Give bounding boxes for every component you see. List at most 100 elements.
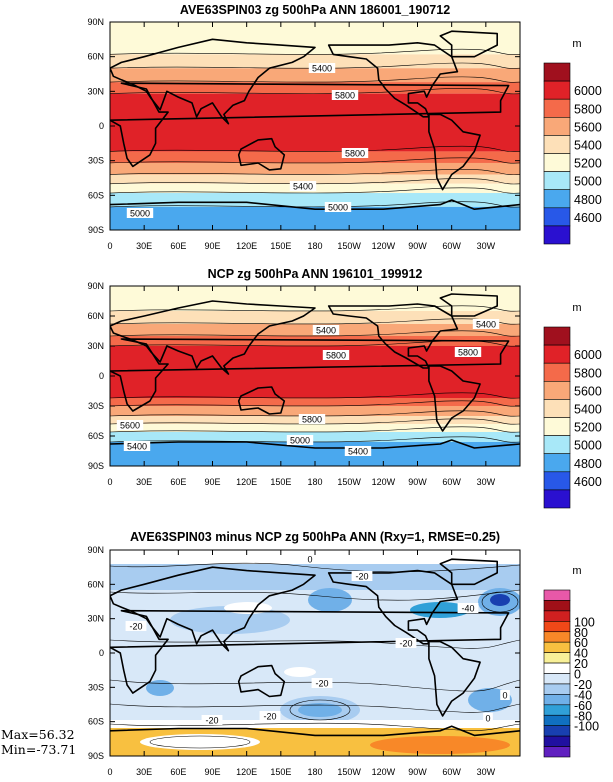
field-band — [110, 424, 520, 432]
panel-3-title: AVE63SPIN03 minus NCP zg 500hPa ANN (Rxy… — [130, 530, 500, 544]
contour-label: -20 — [129, 622, 142, 632]
colorbar-swatch — [543, 380, 571, 400]
colorbar-label: -20 — [574, 678, 592, 692]
colorbar-swatch — [543, 652, 571, 664]
x-tick-label: 30E — [136, 241, 152, 251]
contour-label-box — [308, 63, 336, 73]
panel-3-contour-lines — [110, 562, 520, 749]
contour-label-box — [201, 715, 223, 725]
x-tick-label: 60W — [442, 767, 461, 777]
panel-3-coastlines — [110, 558, 520, 737]
colorbar-label: -60 — [574, 699, 592, 713]
colorbar-label: 5800 — [574, 366, 602, 380]
y-tick-label: 60S — [88, 190, 104, 200]
field-band — [110, 93, 520, 152]
field-band — [110, 82, 520, 94]
coastline — [237, 386, 286, 415]
colorbar-label: 100 — [574, 615, 595, 629]
panel-3: AVE63SPIN03 minus NCP zg 500hPa ANN (Rxy… — [1, 530, 599, 777]
contour-line — [110, 426, 520, 433]
contour-label-box — [289, 181, 317, 191]
colorbar-swatch — [543, 471, 571, 491]
colorbar-swatch — [543, 631, 571, 643]
x-tick-label: 180 — [307, 767, 322, 777]
panel-2-title: NCP zg 500hPa ANN 196101_199912 — [208, 267, 423, 281]
colorbar-swatch — [543, 683, 571, 695]
colorbar-swatch — [543, 621, 571, 633]
x-tick-label: 180 — [307, 241, 322, 251]
x-tick-label: 150W — [337, 767, 361, 777]
colorbar-swatch — [543, 662, 571, 674]
contour-label: 5000 — [130, 209, 150, 219]
stats-min: Min=-73.71 — [1, 742, 76, 757]
y-tick-label: 30S — [88, 156, 104, 166]
colorbar-label: 5200 — [574, 157, 602, 171]
coastline — [428, 640, 481, 717]
x-tick-label: 120E — [236, 241, 257, 251]
contour-label-box — [123, 441, 151, 451]
x-tick-label: 30E — [136, 477, 152, 487]
x-tick-label: 90E — [204, 241, 220, 251]
y-tick-label: 90N — [87, 281, 104, 291]
colorbar-swatch — [543, 207, 571, 227]
coastline — [110, 725, 520, 737]
coastline — [428, 113, 481, 191]
contour-label-box — [126, 208, 154, 218]
coastline — [428, 365, 481, 432]
colorbar-label: -100 — [574, 720, 599, 734]
contour-line — [110, 410, 520, 417]
field-band — [110, 151, 520, 163]
colorbar-label: 5000 — [574, 175, 602, 189]
coastline — [110, 82, 510, 168]
colorbar-label: 5000 — [574, 439, 602, 453]
colorbar-swatch — [543, 62, 571, 82]
y-tick-label: 30N — [87, 614, 104, 624]
x-tick-label: 150E — [270, 477, 291, 487]
panel-2-unit: m — [572, 302, 581, 314]
contour-label: -40 — [461, 604, 474, 614]
x-tick-label: 90W — [408, 477, 427, 487]
contour-label-box — [454, 347, 482, 357]
coastline — [110, 609, 510, 694]
x-tick-label: 30W — [477, 767, 496, 777]
x-tick-label: 120W — [372, 241, 396, 251]
field-band — [110, 174, 520, 184]
y-tick-label: 30S — [88, 682, 104, 692]
contour-label-box — [116, 420, 144, 430]
y-tick-label: 30N — [87, 86, 104, 96]
field-band — [110, 406, 520, 416]
contour-line — [110, 201, 520, 208]
colorbar-label: 5800 — [574, 102, 602, 116]
panel-3-unit: m — [572, 565, 581, 577]
contour-line — [110, 169, 520, 176]
colorbar-label: 6000 — [574, 348, 602, 362]
colorbar-swatch — [543, 417, 571, 436]
contour-label-box — [311, 678, 333, 688]
colorbar-swatch — [543, 117, 571, 136]
field-band — [110, 193, 520, 207]
colorbar-swatch — [543, 135, 571, 154]
panel-1-coastlines — [110, 30, 520, 210]
contour-line — [110, 400, 520, 407]
colorbar-swatch — [543, 344, 571, 364]
coastline — [327, 303, 459, 369]
colorbar-swatch — [543, 435, 571, 455]
x-tick-label: 90W — [408, 767, 427, 777]
y-tick-label: 90N — [87, 17, 104, 27]
coastline — [110, 199, 520, 210]
contour-label-box — [344, 446, 372, 456]
y-tick-label: 90N — [87, 545, 104, 555]
panel-1-colorbar: 6000 5800 5600 5400 5200 5000 4800 4600 — [543, 62, 602, 245]
colorbar-swatch — [543, 225, 571, 245]
y-tick-label: 60S — [88, 717, 104, 727]
colorbar-label: 4800 — [574, 193, 602, 207]
colorbar-swatch — [543, 362, 571, 382]
contour-label-box — [125, 621, 147, 631]
colorbar-swatch — [543, 704, 571, 716]
y-tick-label: 0 — [99, 121, 104, 131]
coastline — [237, 664, 286, 698]
contour-label-box — [351, 571, 373, 581]
colorbar-swatch — [543, 694, 571, 706]
